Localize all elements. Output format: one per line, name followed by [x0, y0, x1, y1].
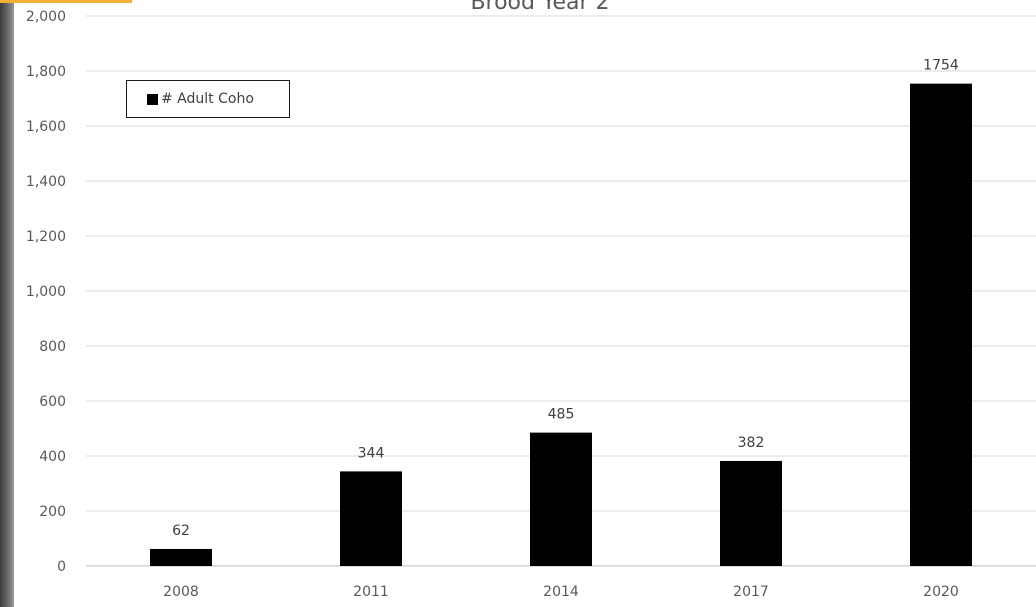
x-tick-label: 2008 — [163, 584, 199, 600]
y-tick-label: 800 — [39, 339, 66, 355]
x-tick-label: 2011 — [353, 584, 389, 600]
bar — [150, 548, 212, 566]
data-label: 1754 — [923, 58, 959, 74]
data-label: 62 — [172, 523, 190, 539]
y-tick-label: 1,600 — [26, 119, 66, 135]
chart-title: Brood Year 2 — [470, 0, 609, 15]
x-axis-ticks: 2008 2011 2014 2017 2020 — [163, 584, 959, 600]
y-tick-label: 1,200 — [26, 229, 66, 245]
bar — [340, 471, 402, 566]
legend: # Adult Coho — [126, 80, 290, 118]
y-tick-label: 600 — [39, 394, 66, 410]
x-tick-label: 2014 — [543, 584, 579, 600]
bar — [910, 83, 972, 567]
x-tick-label: 2020 — [923, 584, 959, 600]
y-axis-ticks: 0 200 400 600 800 1,000 1,200 1,400 1,600 1,800 2,… — [26, 9, 66, 575]
data-label: 485 — [548, 407, 575, 423]
y-tick-label: 1,400 — [26, 174, 66, 190]
corner-accent — [0, 0, 132, 3]
y-tick-label: 200 — [39, 504, 66, 520]
y-tick-label: 0 — [57, 559, 66, 575]
y-tick-label: 2,000 — [26, 9, 66, 25]
bar — [720, 460, 782, 566]
data-label: 382 — [738, 435, 765, 451]
y-tick-label: 400 — [39, 449, 66, 465]
y-tick-label: 1,800 — [26, 64, 66, 80]
data-label: 344 — [358, 445, 385, 461]
left-edge-strip — [0, 0, 14, 607]
bars — [150, 83, 972, 567]
x-tick-label: 2017 — [733, 584, 769, 600]
data-labels: 62 344 485 382 1754 — [172, 58, 959, 539]
legend-label: # Adult Coho — [161, 91, 254, 107]
y-tick-label: 1,000 — [26, 284, 66, 300]
legend-swatch — [147, 93, 158, 105]
bar — [530, 432, 592, 566]
